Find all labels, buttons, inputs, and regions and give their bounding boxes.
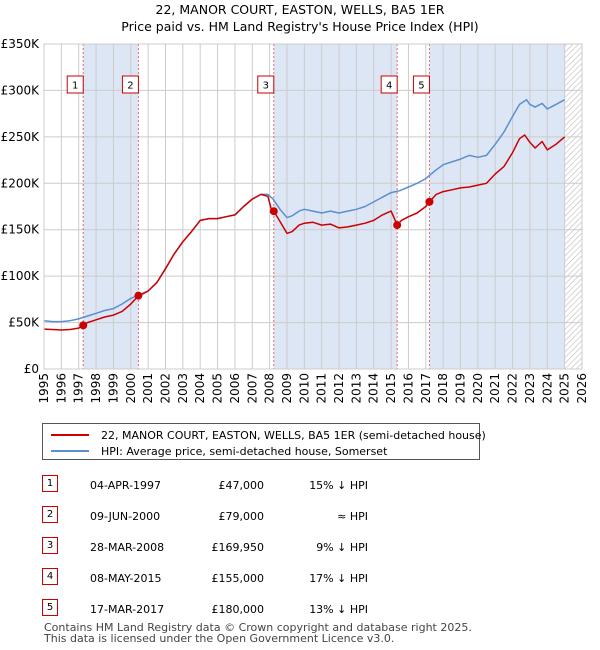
y-tick-label: £250K xyxy=(1,130,41,144)
legend-swatch-property xyxy=(51,434,89,436)
x-tick-label: 2021 xyxy=(488,373,502,404)
legend-label-property: 22, MANOR COURT, EASTON, WELLS, BA5 1ER … xyxy=(101,428,486,442)
sale-point xyxy=(393,221,402,230)
y-tick-label: £50K xyxy=(8,316,40,330)
sale-number-badge: 3 xyxy=(42,537,58,554)
x-tick-label: 1998 xyxy=(89,373,103,404)
chart-legend: 22, MANOR COURT, EASTON, WELLS, BA5 1ER … xyxy=(42,423,486,460)
sale-point xyxy=(269,207,278,216)
sale-number-label: 4 xyxy=(386,81,392,92)
sale-price: £169,950 xyxy=(211,541,265,554)
legend-label-hpi: HPI: Average price, semi-detached house,… xyxy=(101,444,388,458)
x-tick-label: 2024 xyxy=(540,373,554,404)
x-tick-label: 2026 xyxy=(575,373,589,404)
price-chart: 1 2 3 4 5 £0 £50K £100K £150K £200K £250K £300K £35… xyxy=(1,37,589,404)
y-tick-label: £150K xyxy=(1,223,41,237)
sale-point xyxy=(134,291,143,300)
sale-price: £180,000 xyxy=(211,603,265,616)
x-tick-label: 2005 xyxy=(211,373,225,404)
x-tick-label: 2001 xyxy=(141,373,155,404)
sale-number-label: 1 xyxy=(72,81,78,92)
table-row: 2 09-JUN-2000 £79,000 ≈ HPI xyxy=(0,506,600,528)
y-tick-label: £300K xyxy=(1,83,41,97)
table-row: 1 04-APR-1997 £47,000 15% ↓ HPI xyxy=(0,475,600,497)
footer-copyright: Contains HM Land Registry data © Crown c… xyxy=(44,621,472,634)
sale-number-label: 3 xyxy=(263,81,269,92)
x-tick-label: 2009 xyxy=(280,373,294,404)
x-tick-label: 1997 xyxy=(72,373,86,404)
sale-date: 08-MAY-2015 xyxy=(90,572,162,585)
x-tick-label: 2003 xyxy=(176,373,190,404)
x-tick-label: 2011 xyxy=(315,373,329,404)
sale-date: 09-JUN-2000 xyxy=(90,510,161,523)
legend-swatch-hpi xyxy=(51,450,89,452)
sale-hpi-comparison: 17% ↓ HPI xyxy=(309,572,368,585)
ownership-shade xyxy=(429,44,565,369)
x-tick-label: 2014 xyxy=(367,373,381,404)
sale-date: 28-MAR-2008 xyxy=(90,541,165,554)
sale-hpi-comparison: 9% ↓ HPI xyxy=(316,541,368,554)
sale-date: 04-APR-1997 xyxy=(90,479,162,492)
ownership-shade xyxy=(273,44,398,369)
y-tick-label: £100K xyxy=(1,269,41,283)
sale-price: £47,000 xyxy=(218,479,265,492)
plot-border xyxy=(43,43,583,370)
sale-point xyxy=(425,197,434,206)
chart-subtitle: Price paid vs. HM Land Registry's House … xyxy=(121,19,479,34)
table-row: 5 17-MAR-2017 £180,000 13% ↓ HPI xyxy=(0,599,600,621)
x-tick-label: 2018 xyxy=(436,373,450,404)
sale-hpi-comparison: 15% ↓ HPI xyxy=(309,479,368,492)
y-tick-label: £0 xyxy=(24,362,39,376)
y-tick-label: £200K xyxy=(1,176,41,190)
x-tick-label: 2017 xyxy=(419,373,433,404)
x-tick-label: 2002 xyxy=(158,373,172,404)
sale-number-badge: 5 xyxy=(42,599,58,616)
sale-number-badge: 1 xyxy=(42,475,58,492)
forecast-hatch xyxy=(564,44,582,369)
x-tick-label: 2025 xyxy=(558,373,572,404)
x-tick-label: 2013 xyxy=(349,373,363,404)
table-row: 3 28-MAR-2008 £169,950 9% ↓ HPI xyxy=(0,537,600,559)
sale-number-badge: 4 xyxy=(42,568,58,585)
x-tick-label: 2000 xyxy=(124,373,138,404)
x-tick-label: 2012 xyxy=(332,373,346,404)
x-tick-label: 2006 xyxy=(228,373,242,404)
sale-hpi-comparison: ≈ HPI xyxy=(337,510,368,523)
x-tick-label: 2023 xyxy=(523,373,537,404)
legend-item-property: 22, MANOR COURT, EASTON, WELLS, BA5 1ER … xyxy=(51,427,486,443)
x-tick-label: 2015 xyxy=(384,373,398,404)
sale-price: £79,000 xyxy=(218,510,265,523)
sale-number-box xyxy=(121,75,139,94)
x-tick-label: 2020 xyxy=(471,373,485,404)
sale-hpi-comparison: 13% ↓ HPI xyxy=(309,603,368,616)
x-tick-label: 1996 xyxy=(54,373,68,404)
sale-price: £155,000 xyxy=(211,572,265,585)
footer-licence: This data is licensed under the Open Gov… xyxy=(44,632,395,645)
sale-date: 17-MAR-2017 xyxy=(90,603,165,616)
chart-title: 22, MANOR COURT, EASTON, WELLS, BA5 1ER xyxy=(155,2,445,17)
sale-number-badge: 2 xyxy=(42,506,58,523)
sale-number-box xyxy=(380,75,398,94)
property-price-line xyxy=(43,134,566,331)
sale-number-box xyxy=(257,75,275,94)
x-tick-label: 1999 xyxy=(106,373,120,404)
sale-number-label: 2 xyxy=(127,81,133,92)
x-tick-label: 2022 xyxy=(506,373,520,404)
x-tick-label: 2004 xyxy=(193,373,207,404)
x-tick-label: 2016 xyxy=(401,373,415,404)
x-tick-label: 2019 xyxy=(454,373,468,404)
y-tick-label: £350K xyxy=(1,37,41,51)
legend-item-hpi: HPI: Average price, semi-detached house,… xyxy=(51,443,387,459)
x-tick-label: 1995 xyxy=(37,373,51,404)
sale-number-box xyxy=(66,75,84,94)
x-tick-label: 2008 xyxy=(263,373,277,404)
sale-point xyxy=(79,321,88,330)
sale-number-box xyxy=(412,75,430,94)
x-tick-label: 2010 xyxy=(297,373,311,404)
x-tick-label: 2007 xyxy=(245,373,259,404)
sale-number-label: 5 xyxy=(418,81,424,92)
table-row: 4 08-MAY-2015 £155,000 17% ↓ HPI xyxy=(0,568,600,590)
